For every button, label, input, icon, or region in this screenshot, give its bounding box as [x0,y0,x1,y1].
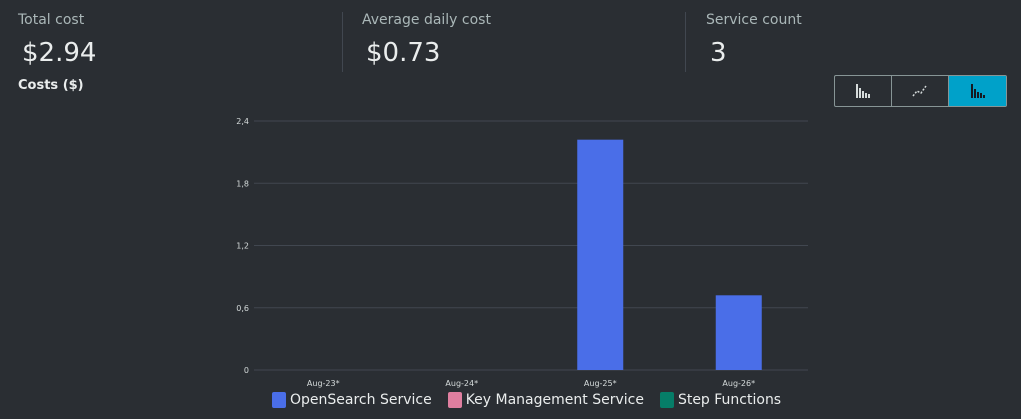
stacked-bar-chart-button[interactable] [949,76,1006,106]
legend-item-step-functions[interactable]: Step Functions [659,392,782,408]
line-chart-button[interactable] [892,76,949,106]
divider [342,12,343,72]
y-tick-label: 0 [244,366,249,375]
legend-label: OpenSearch Service [290,392,432,408]
chart-title: Costs ($) [18,78,84,93]
average-daily-cost-label: Average daily cost [362,12,491,28]
legend-swatch [447,392,462,408]
total-cost-value: $2.94 [22,38,97,68]
average-daily-cost-metric: Average daily cost $0.73 [362,12,491,68]
legend-label: Step Functions [677,392,782,408]
x-tick-label: Aug-25* [584,379,617,388]
legend-label: Key Management Service [465,392,644,408]
x-tick-label: Aug-23* [307,379,340,388]
chart-legend: OpenSearch Service Key Management Servic… [272,392,781,408]
y-tick-label: 2,4 [236,117,249,126]
line-chart-icon [912,85,927,97]
service-count-value: 3 [710,38,727,68]
total-cost-metric: Total cost $2.94 [18,12,96,68]
x-tick-label: Aug-26* [722,379,755,388]
legend-item-opensearch[interactable]: OpenSearch Service [272,392,432,408]
y-tick-label: 1,8 [236,179,249,188]
y-tick-label: 1,2 [236,242,249,251]
y-tick-label: 0,6 [236,304,249,313]
service-count-label: Service count [706,12,802,28]
stacked-bar-chart-icon [970,84,985,98]
legend-item-kms[interactable]: Key Management Service [447,392,644,408]
average-daily-cost-value: $0.73 [366,38,441,68]
bar-opensearch-service [577,139,624,370]
chart-type-toggle [834,75,1007,107]
divider [685,12,686,72]
x-tick-label: Aug-24* [445,379,478,388]
legend-swatch [272,392,286,408]
bar-opensearch-service [715,295,762,370]
bar-chart-icon [856,84,870,98]
total-cost-label: Total cost [18,12,85,28]
service-count-metric: Service count 3 [706,12,802,68]
bar-chart-button[interactable] [835,76,892,106]
legend-swatch [659,392,674,408]
